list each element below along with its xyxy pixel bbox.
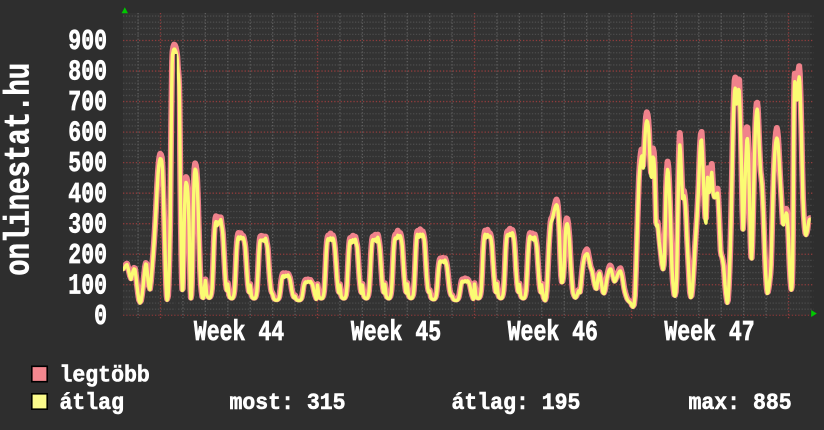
svg-text:átlag: 195: átlag: 195 (452, 391, 581, 417)
svg-text:600: 600 (68, 117, 107, 150)
svg-text:onlinestat.hu: onlinestat.hu (0, 63, 40, 276)
svg-text:Week 46: Week 46 (508, 316, 598, 349)
svg-text:legtöbb: legtöbb (59, 363, 149, 389)
svg-text:400: 400 (68, 178, 107, 211)
svg-text:max: 885: max: 885 (689, 391, 792, 417)
svg-text:Week 44: Week 44 (194, 316, 284, 349)
svg-text:700: 700 (68, 86, 107, 119)
svg-text:Week 45: Week 45 (351, 316, 441, 349)
svg-text:0: 0 (94, 300, 107, 333)
svg-text:200: 200 (68, 239, 107, 272)
svg-text:500: 500 (68, 148, 107, 181)
svg-text:átlag: átlag (59, 391, 123, 417)
svg-text:800: 800 (68, 56, 107, 89)
svg-text:300: 300 (68, 209, 107, 242)
svg-text:Week 47: Week 47 (664, 316, 754, 349)
svg-text:900: 900 (68, 25, 107, 58)
svg-text:100: 100 (68, 270, 107, 303)
svg-text:most: 315: most: 315 (229, 391, 345, 417)
